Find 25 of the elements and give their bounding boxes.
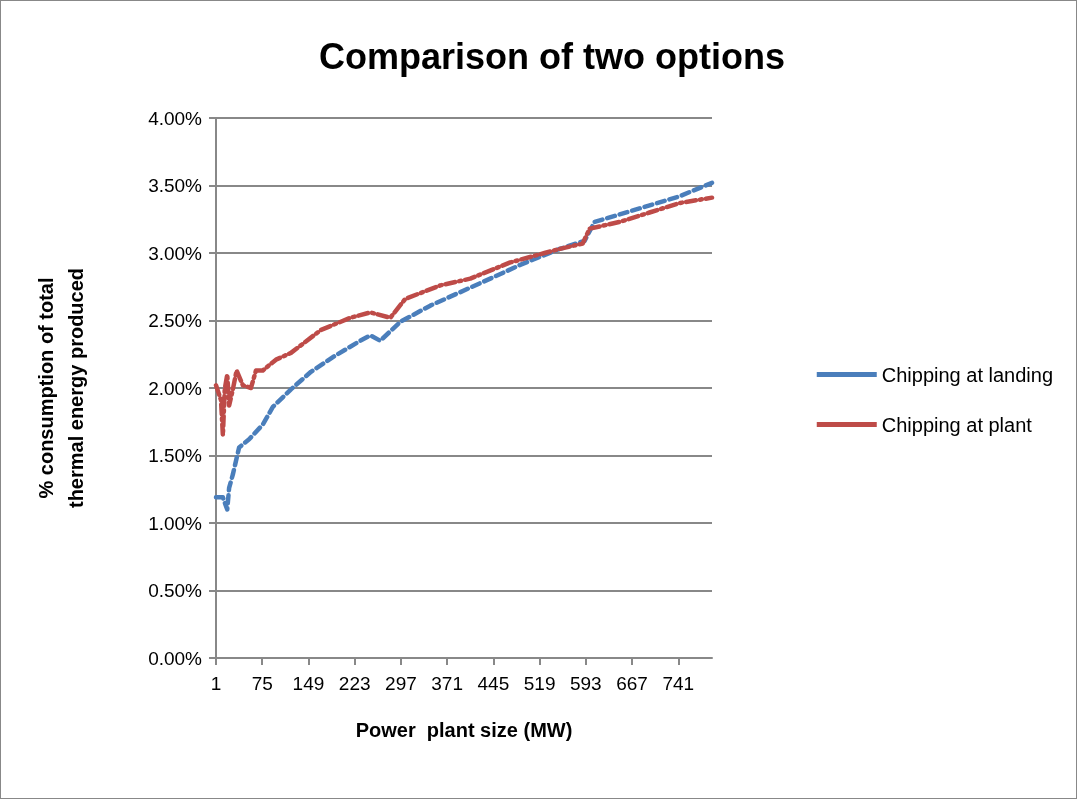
y-tick-label: 0.00% (148, 647, 203, 669)
y-axis-title: % consumption of total thermal energy produced (35, 267, 87, 509)
x-tick-label: 445 (477, 673, 510, 694)
x-tick-label: 1 (210, 673, 222, 694)
y-tick-label: 1.50% (148, 445, 203, 466)
y-tick-label: 4.00% (148, 107, 203, 129)
legend-label: Chipping at plant (881, 413, 1033, 436)
y-tick-label: 2.00% (148, 377, 203, 399)
y-tick-label: 0.50% (148, 580, 203, 601)
x-tick-label: 75 (251, 673, 273, 694)
y-tick-label: 2.50% (148, 310, 203, 331)
x-tick-label: 667 (616, 673, 648, 694)
y-tick-label: 3.50% (148, 175, 203, 196)
legend-label: Chipping at landing (881, 363, 1054, 386)
x-axis-title: Power plant size (MW) (355, 719, 573, 741)
x-tick-label: 297 (385, 673, 417, 694)
y-tick-label: 1.00% (148, 512, 203, 534)
x-tick-label: 149 (292, 673, 325, 694)
x-tick-label: 223 (338, 673, 371, 694)
chart-title: Comparison of two options (319, 35, 785, 77)
x-tick-label: 741 (662, 673, 695, 694)
x-tick-label: 519 (523, 673, 556, 694)
x-tick-label: 371 (431, 673, 463, 694)
x-tick-label: 593 (569, 673, 602, 694)
y-tick-label: 3.00% (148, 242, 203, 264)
